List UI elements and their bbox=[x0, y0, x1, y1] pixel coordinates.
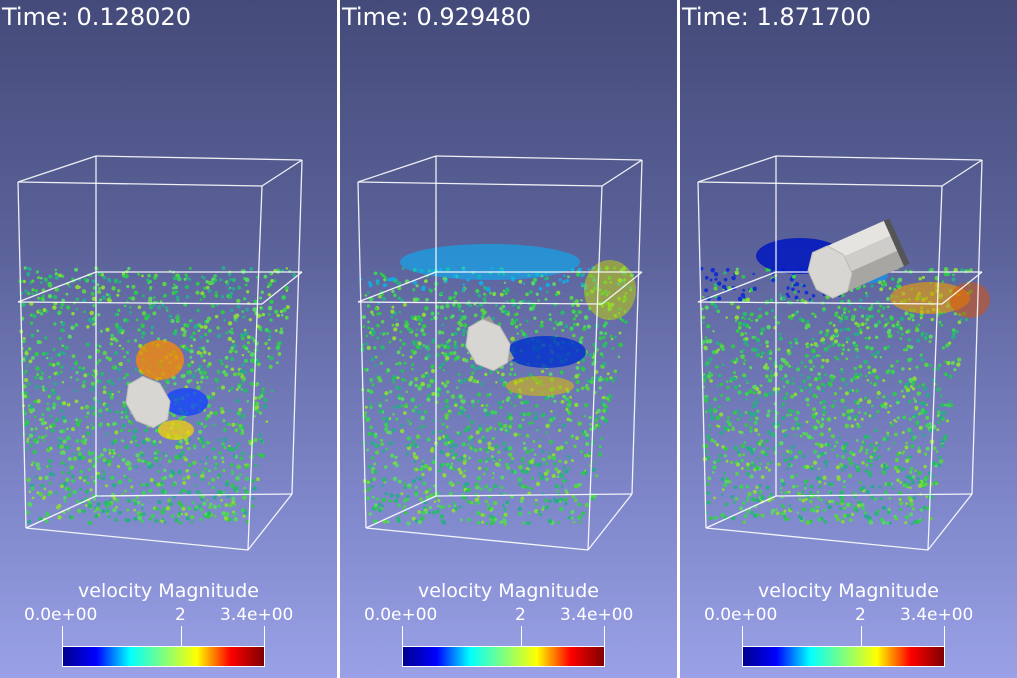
legend-tick-mid bbox=[520, 626, 522, 646]
legend-tick-max bbox=[264, 626, 265, 646]
rigid-body-cylinder bbox=[807, 218, 910, 299]
domain-box-wireframe bbox=[17, 155, 303, 551]
viewport-panel-3[interactable]: Time: 1.871700 velocity Magnitude 0.0e+0… bbox=[680, 0, 1017, 678]
viewport-panel-1[interactable]: Time: 0.128020 velocity Magnitude 0.0e+0… bbox=[0, 0, 337, 678]
simulation-scene[interactable] bbox=[680, 0, 1017, 678]
velocity-hotspots bbox=[400, 244, 636, 396]
particle-cloud bbox=[18, 265, 297, 525]
time-label: Time: 0.929480 bbox=[342, 3, 531, 31]
velocity-colorbar bbox=[62, 646, 265, 667]
legend-mid-label: 2 bbox=[855, 605, 866, 625]
velocity-colorbar bbox=[742, 646, 945, 667]
legend-min-label: 0.0e+00 bbox=[704, 605, 778, 625]
legend-min-label: 0.0e+00 bbox=[364, 605, 438, 625]
rigid-body-cylinder bbox=[465, 315, 515, 372]
legend-title: velocity Magnitude bbox=[418, 580, 599, 602]
legend-title: velocity Magnitude bbox=[78, 580, 259, 602]
time-label: Time: 1.871700 bbox=[682, 3, 871, 31]
time-label: Time: 0.128020 bbox=[2, 3, 191, 31]
rigid-body-cylinder bbox=[125, 375, 171, 429]
velocity-colorbar bbox=[402, 646, 605, 667]
velocity-hotspots bbox=[136, 340, 208, 440]
particle-cloud bbox=[359, 266, 634, 526]
viewport-panel-2[interactable]: Time: 0.929480 velocity Magnitude 0.0e+0… bbox=[340, 0, 677, 678]
legend-max-label: 3.4e+00 bbox=[220, 605, 294, 625]
simulation-scene[interactable] bbox=[0, 0, 337, 678]
legend-mid-label: 2 bbox=[515, 605, 526, 625]
legend-min-label: 0.0e+00 bbox=[24, 605, 98, 625]
legend-tick-min bbox=[62, 626, 63, 646]
legend-max-label: 3.4e+00 bbox=[560, 605, 634, 625]
legend-max-label: 3.4e+00 bbox=[900, 605, 974, 625]
legend-tick-mid bbox=[180, 626, 182, 646]
legend-tick-max bbox=[604, 626, 605, 646]
legend-title: velocity Magnitude bbox=[758, 580, 939, 602]
domain-box-wireframe bbox=[357, 155, 643, 551]
legend-tick-max bbox=[944, 626, 945, 646]
simulation-scene[interactable] bbox=[340, 0, 677, 678]
legend-tick-mid bbox=[860, 626, 862, 646]
domain-box-wireframe bbox=[697, 155, 983, 551]
legend-tick-min bbox=[742, 626, 743, 646]
legend-tick-min bbox=[402, 626, 403, 646]
legend-mid-label: 2 bbox=[175, 605, 186, 625]
